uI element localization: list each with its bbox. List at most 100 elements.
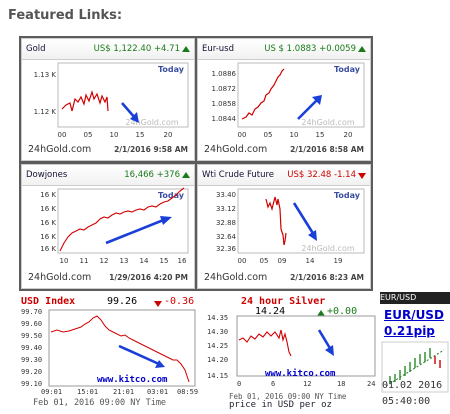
card-header: Dowjones 16,466 +376 xyxy=(22,165,194,186)
x-tick: 09:01 xyxy=(41,388,62,396)
eurusd-fx-widget[interactable]: EUR/USD EUR/USD 0.21pip 01.02 2016 05:40… xyxy=(380,292,450,414)
price-line xyxy=(241,68,285,120)
silver-plot: 14.35 14.30 14.25 14.20 14.15 0 6 12 18 … xyxy=(207,314,376,388)
x-tick: 10 xyxy=(290,131,299,139)
y-tick: 14.25 xyxy=(207,342,228,350)
x-tick: 18 xyxy=(337,380,345,388)
y-tick: 99.60 xyxy=(21,320,42,328)
y-tick: 32.36 xyxy=(216,245,237,253)
today-label: Today xyxy=(158,65,185,74)
x-tick: 00 xyxy=(238,131,247,139)
timestamp: Feb 01, 2016 09:00 NY Time xyxy=(229,392,347,401)
dowjones-chart: Today 16 K 16 K 16 K 16 K 16 K 10 11 12 … xyxy=(40,187,189,265)
featured-charts-grid: Gold US$ 1,122.40 +4.71 Today 1.13 K 1.1… xyxy=(19,36,373,291)
watermark: 24hGold.com xyxy=(301,118,354,127)
watermark: 24hGold.com xyxy=(301,244,354,253)
today-label: Today xyxy=(334,65,361,74)
x-tick: 12 xyxy=(100,257,109,265)
silver-24h-chart[interactable]: 24 hour Silver 14.24 +0.00 14.35 14.30 1… xyxy=(203,294,379,414)
instrument-name: Gold xyxy=(26,44,46,54)
x-tick: 15 xyxy=(316,131,325,139)
y-tick: 33.40 xyxy=(216,191,236,199)
price-value: 99.26 xyxy=(107,296,138,307)
price-unit-label: price in USD per oz xyxy=(229,400,332,410)
down-arrow-icon xyxy=(358,173,366,179)
x-tick: 15:01 xyxy=(77,388,98,396)
x-tick: 0 xyxy=(237,380,241,388)
x-tick: 05 xyxy=(84,131,93,139)
card-header: Gold US$ 1,122.40 +4.71 xyxy=(22,39,194,60)
instrument-name: 24 hour Silver xyxy=(241,296,326,307)
x-tick: 00 xyxy=(58,131,67,139)
y-tick: 32.64 xyxy=(216,233,237,241)
change-value: -0.36 xyxy=(164,296,195,307)
x-tick: 05 xyxy=(264,131,273,139)
trend-arrow-icon xyxy=(297,98,319,120)
timestamp: Feb 01, 2016 09:00 NY Time xyxy=(33,398,167,408)
y-tick: 16 K xyxy=(40,205,56,213)
x-tick: 10 xyxy=(60,257,69,265)
wti-crude-chart-card[interactable]: Wti Crude Future US$ 32.48 -1.14 Today 3… xyxy=(197,164,371,289)
y-tick: 99.50 xyxy=(21,332,42,340)
eurusd-chart-card[interactable]: Eur-usd US $ 1.0883 +0.0059 Today 1.0886… xyxy=(197,38,371,161)
price-line xyxy=(59,187,185,252)
x-tick: 08:59 xyxy=(177,388,198,396)
brand-label: www.kitco.com xyxy=(265,369,336,379)
price-value: 16,466 +376 xyxy=(124,170,180,180)
card-footer: 24hGold.com 2/1/2016 9:58 AM xyxy=(22,142,194,160)
up-arrow-icon xyxy=(317,310,325,316)
card-footer: 24hGold.com 2/1/2016 8:23 AM xyxy=(198,270,370,288)
page-title: Featured Links: xyxy=(8,8,123,23)
instrument-name: Dowjones xyxy=(26,170,68,180)
price-value: 14.24 xyxy=(255,306,286,317)
y-tick: 1.0858 xyxy=(212,100,237,108)
fx-pair-link[interactable]: EUR/USD xyxy=(384,308,444,322)
y-tick: 14.20 xyxy=(207,356,228,364)
fx-header: EUR/USD xyxy=(380,292,450,304)
x-tick: 00 xyxy=(238,257,247,265)
x-tick: 20 xyxy=(164,131,173,139)
x-tick: 12 xyxy=(303,380,311,388)
brand-label: 24hGold.com xyxy=(204,272,268,283)
y-tick: 16 K xyxy=(40,233,56,241)
trend-arrow-icon xyxy=(317,329,333,351)
brand-label: 24hGold.com xyxy=(28,144,92,155)
y-tick: 99.20 xyxy=(21,368,42,376)
timestamp: 1/29/2016 4:20 PM xyxy=(109,273,188,282)
y-tick: 16 K xyxy=(40,219,56,227)
up-arrow-icon xyxy=(358,46,366,52)
timestamp: 2/1/2016 8:23 AM xyxy=(290,273,364,282)
watermark: 24hGold.com xyxy=(125,118,178,127)
x-tick: 24 xyxy=(367,380,375,388)
today-label: Today xyxy=(158,191,185,200)
usd-index-chart[interactable]: USD Index 99.26 -0.36 99.70 99.60 99.50 … xyxy=(19,294,199,414)
y-tick: 1.0886 xyxy=(212,70,237,78)
y-tick: 14.35 xyxy=(207,314,228,322)
y-tick: 14.30 xyxy=(207,328,228,336)
price-value: US$ 32.48 -1.14 xyxy=(287,170,356,180)
price-line xyxy=(238,329,292,357)
y-tick: 1.0872 xyxy=(212,85,237,93)
brand-label: www.kitco.com xyxy=(97,375,168,385)
gold-chart-card[interactable]: Gold US$ 1,122.40 +4.71 Today 1.13 K 1.1… xyxy=(21,38,195,161)
x-tick: 19 xyxy=(334,257,343,265)
x-tick: 14 xyxy=(140,257,149,265)
x-tick: 03:01 xyxy=(147,388,168,396)
usd-index-plot: 99.70 99.60 99.50 99.40 99.30 99.20 99.1… xyxy=(21,308,198,396)
price-line xyxy=(61,89,109,112)
fx-date: 01.02 2016 xyxy=(382,380,443,391)
trend-arrow-icon xyxy=(105,217,167,245)
x-tick: 05 xyxy=(260,257,269,265)
fx-value: 0.21pip xyxy=(384,324,435,338)
change-value: +0.00 xyxy=(327,306,358,317)
brand-label: 24hGold.com xyxy=(28,272,92,283)
card-footer: 24hGold.com 1/29/2016 4:20 PM xyxy=(22,270,194,288)
dowjones-chart-card[interactable]: Dowjones 16,466 +376 Today 16 K 16 K 16 … xyxy=(21,164,195,289)
up-arrow-icon xyxy=(182,172,190,178)
y-tick: 99.10 xyxy=(21,380,42,388)
x-tick: 20 xyxy=(344,131,353,139)
price-value: US $ 1.0883 +0.0059 xyxy=(264,44,356,54)
eurusd-chart: Today 1.0886 1.0872 1.0858 1.0844 00 05 … xyxy=(212,62,365,139)
up-arrow-icon xyxy=(182,46,190,52)
x-tick: 15 xyxy=(160,257,169,265)
